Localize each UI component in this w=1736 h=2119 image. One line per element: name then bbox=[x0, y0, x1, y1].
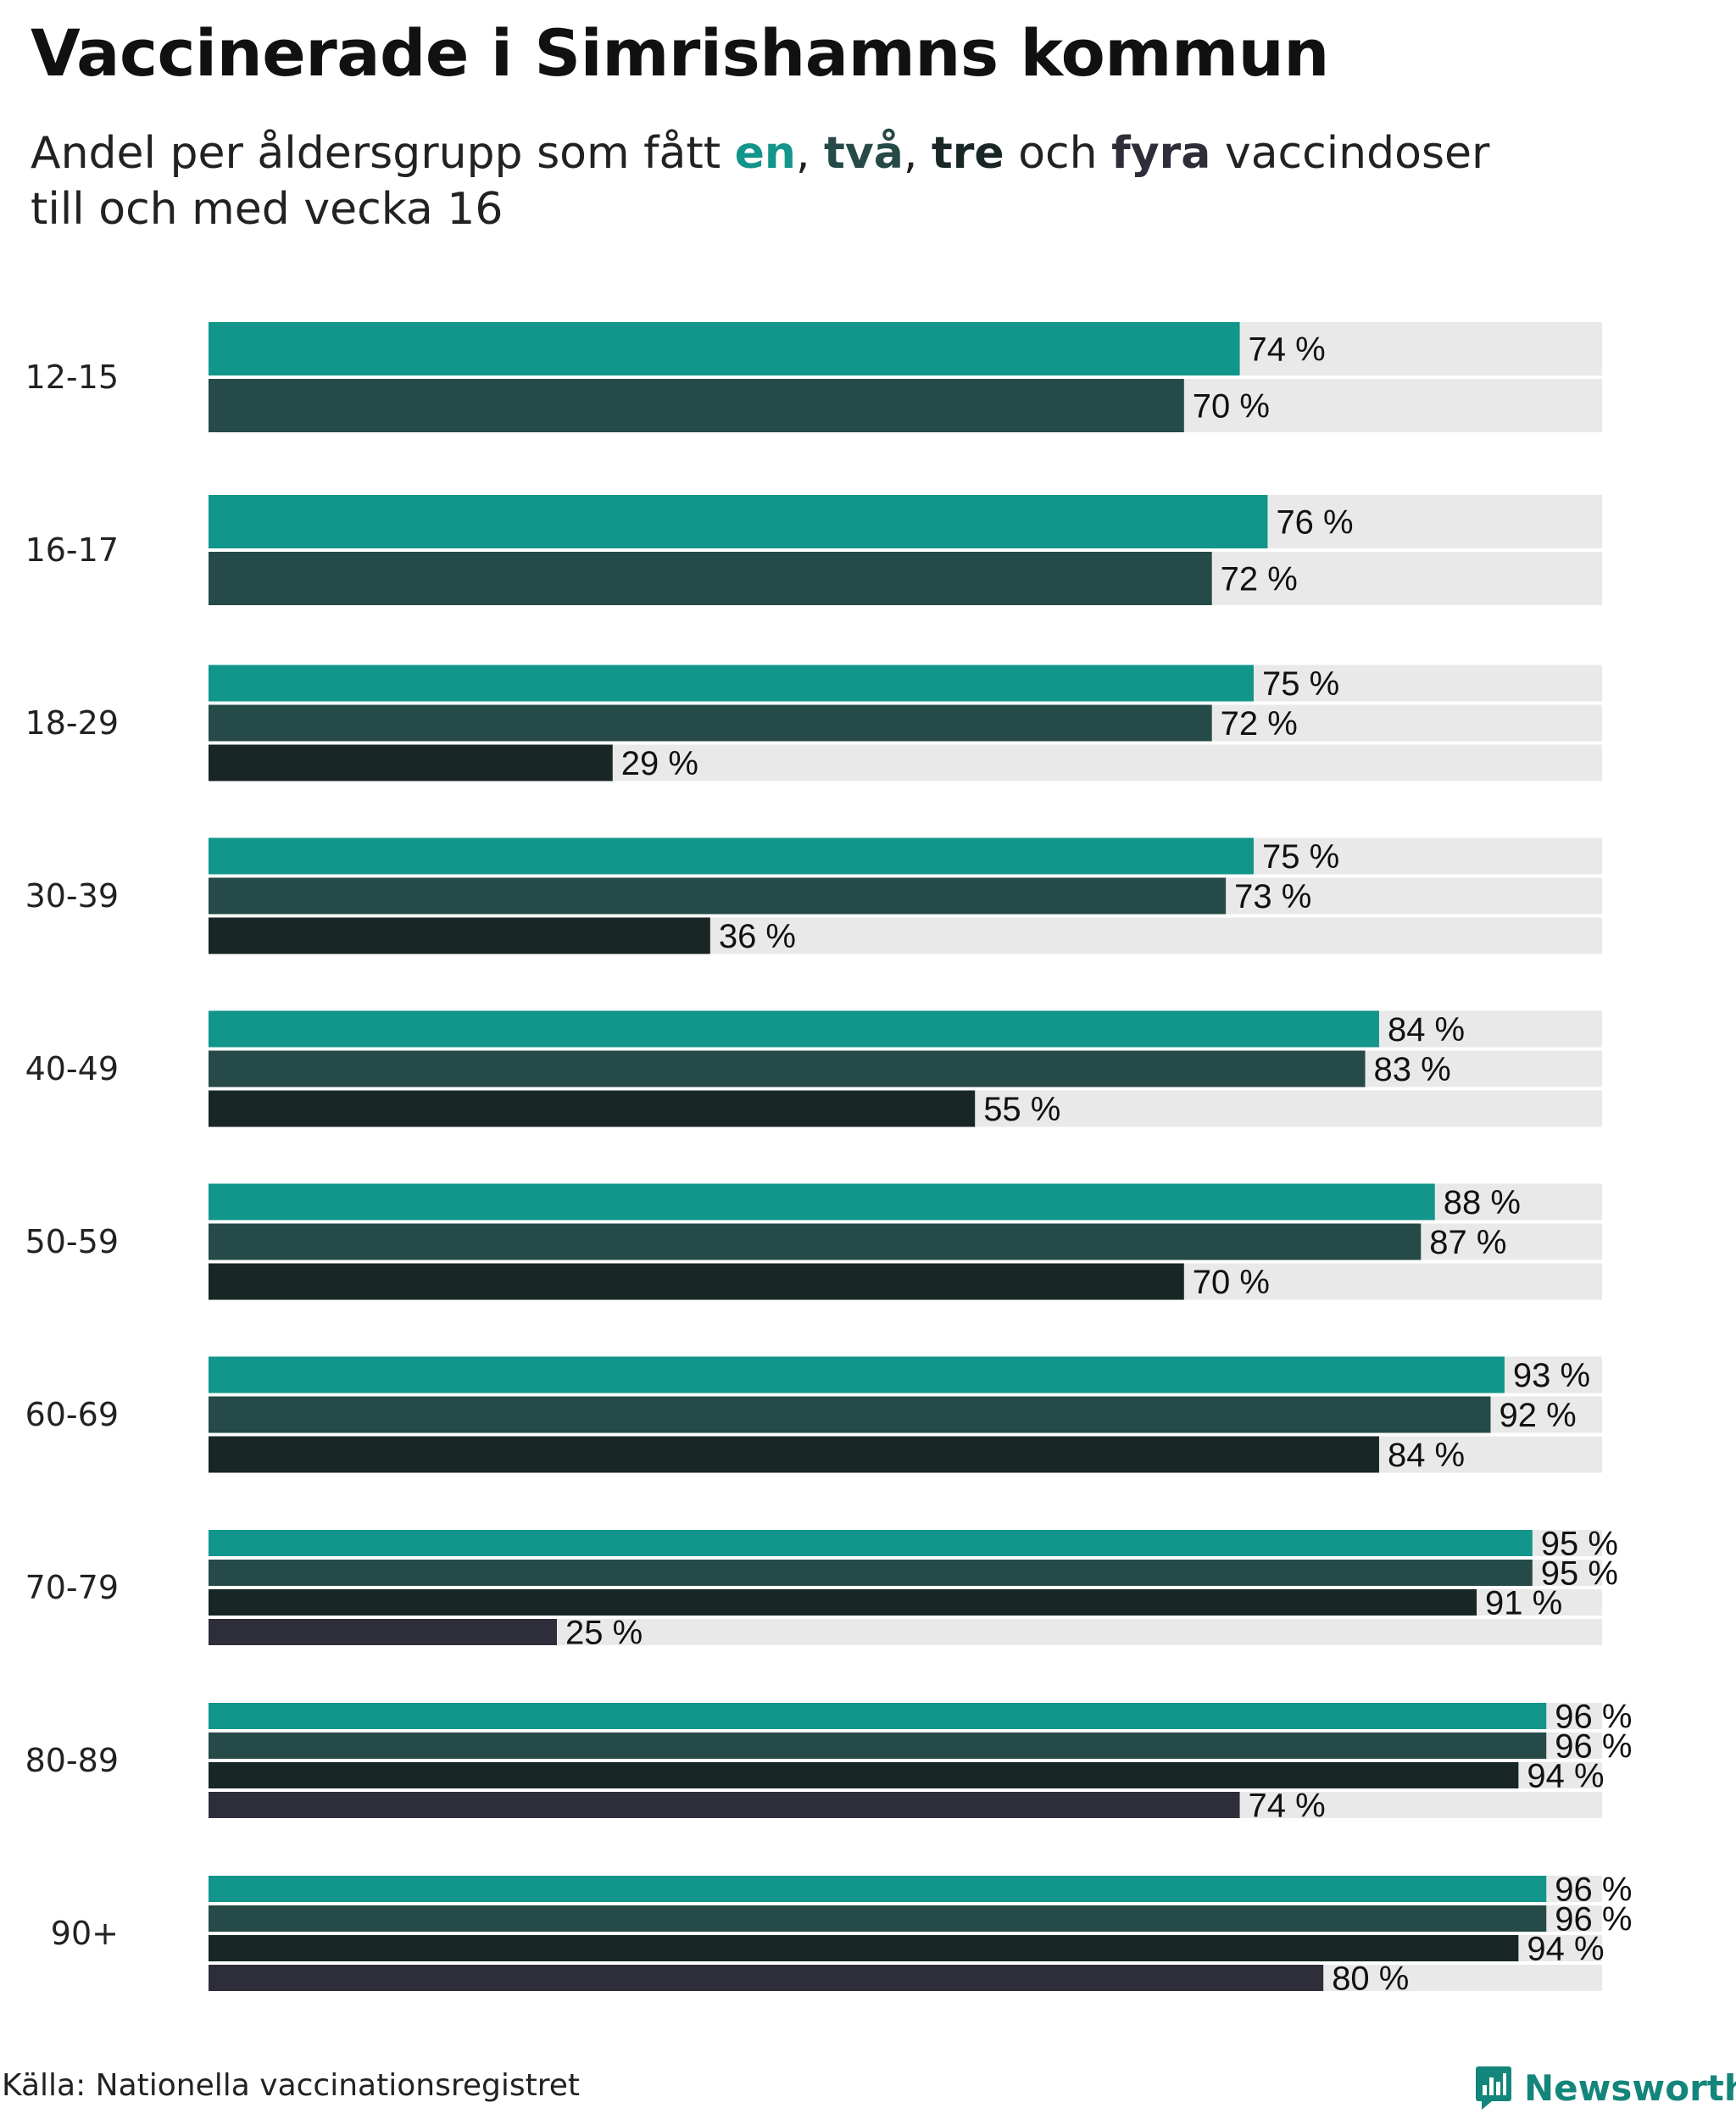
value-label: 84 % bbox=[1388, 1011, 1465, 1048]
bar bbox=[209, 1183, 1435, 1221]
category-label: 60-69 bbox=[25, 1396, 119, 1433]
value-label: 91 % bbox=[1485, 1585, 1562, 1622]
chart-title: Vaccinerade i Simrishamns kommun bbox=[31, 15, 1329, 91]
value-label: 80 % bbox=[1332, 1960, 1409, 1998]
bar bbox=[209, 1589, 1477, 1616]
bar bbox=[209, 322, 1240, 375]
value-label: 74 % bbox=[1249, 331, 1326, 369]
bar bbox=[209, 1905, 1547, 1932]
value-label: 72 % bbox=[1221, 561, 1298, 598]
value-label: 94 % bbox=[1527, 1931, 1604, 1968]
value-label: 55 % bbox=[983, 1091, 1060, 1128]
category-label: 18-29 bbox=[25, 704, 119, 742]
value-label: 96 % bbox=[1555, 1699, 1632, 1736]
legend-key-four-doses: fyra bbox=[1111, 128, 1211, 179]
bar bbox=[209, 495, 1268, 548]
bar bbox=[209, 1792, 1240, 1818]
bar bbox=[209, 704, 1212, 742]
subtitle-connector: och bbox=[1004, 128, 1112, 179]
value-label: 72 % bbox=[1221, 705, 1298, 742]
source-note: Källa: Nationella vaccinationsregistret bbox=[2, 2068, 580, 2103]
bar bbox=[209, 1876, 1547, 1902]
category-label: 70-79 bbox=[25, 1569, 119, 1606]
value-label: 83 % bbox=[1374, 1051, 1451, 1088]
value-label: 95 % bbox=[1541, 1526, 1618, 1563]
value-label: 76 % bbox=[1276, 504, 1353, 542]
subtitle-line2: till och med vecka 16 bbox=[31, 184, 504, 235]
value-label: 93 % bbox=[1513, 1357, 1590, 1394]
brand-name: Newsworthy bbox=[1524, 2066, 1736, 2109]
category-label: 40-49 bbox=[25, 1050, 119, 1087]
bar bbox=[209, 1619, 557, 1645]
bar bbox=[209, 1935, 1519, 1961]
category-label: 16-17 bbox=[25, 531, 119, 569]
bar bbox=[209, 1703, 1547, 1729]
value-label: 96 % bbox=[1555, 1872, 1632, 1909]
value-label: 75 % bbox=[1262, 838, 1339, 876]
value-label: 84 % bbox=[1388, 1437, 1465, 1474]
value-label: 73 % bbox=[1234, 878, 1311, 915]
bar bbox=[209, 1090, 976, 1127]
bar bbox=[209, 1396, 1491, 1433]
value-label: 36 % bbox=[719, 918, 796, 955]
bar bbox=[209, 1732, 1547, 1759]
bar bbox=[209, 665, 1254, 702]
bar bbox=[209, 379, 1184, 432]
bar bbox=[209, 917, 710, 954]
value-label: 29 % bbox=[621, 745, 698, 782]
bar bbox=[209, 1356, 1505, 1393]
value-label: 96 % bbox=[1555, 1901, 1632, 1938]
category-label: 30-39 bbox=[25, 877, 119, 915]
value-label: 92 % bbox=[1499, 1397, 1576, 1434]
brand-logo[interactable]: Newsworthy bbox=[1475, 2065, 1736, 2111]
chart-subtitle: Andel per åldersgrupp som fått en, två, … bbox=[31, 125, 1641, 237]
bar-chart-speech-bubble-icon bbox=[1476, 2066, 1511, 2110]
subtitle-separator: , bbox=[795, 128, 825, 179]
bar bbox=[209, 1530, 1533, 1556]
value-label: 70 % bbox=[1193, 388, 1270, 425]
bar bbox=[209, 1965, 1324, 1991]
value-label: 94 % bbox=[1527, 1758, 1604, 1795]
subtitle-suffix: vaccindoser bbox=[1210, 128, 1490, 179]
bar bbox=[209, 1560, 1533, 1586]
bar bbox=[209, 1050, 1366, 1087]
value-label: 74 % bbox=[1249, 1788, 1326, 1825]
legend-key-two-doses: två bbox=[824, 128, 904, 179]
value-label: 70 % bbox=[1193, 1264, 1270, 1301]
value-label: 96 % bbox=[1555, 1728, 1632, 1766]
value-label: 95 % bbox=[1541, 1555, 1618, 1593]
bar bbox=[209, 1010, 1379, 1048]
bar bbox=[209, 1223, 1422, 1260]
legend-key-three-doses: tre bbox=[931, 128, 1004, 179]
bar bbox=[209, 1263, 1184, 1300]
bar bbox=[209, 837, 1254, 875]
value-label: 25 % bbox=[565, 1615, 643, 1652]
value-label: 87 % bbox=[1429, 1224, 1506, 1261]
bar bbox=[209, 1762, 1519, 1788]
value-label: 75 % bbox=[1262, 665, 1339, 703]
category-label: 90+ bbox=[51, 1915, 119, 1952]
bar bbox=[209, 744, 613, 781]
category-label: 50-59 bbox=[25, 1223, 119, 1260]
subtitle-separator: , bbox=[903, 128, 932, 179]
bar bbox=[209, 877, 1227, 915]
category-label: 12-15 bbox=[25, 359, 119, 396]
bar bbox=[209, 552, 1212, 605]
legend-key-one-dose: en bbox=[734, 128, 796, 179]
category-label: 80-89 bbox=[25, 1742, 119, 1779]
subtitle-prefix: Andel per åldersgrupp som fått bbox=[31, 128, 735, 179]
value-label: 88 % bbox=[1444, 1184, 1521, 1221]
bar bbox=[209, 1436, 1379, 1473]
